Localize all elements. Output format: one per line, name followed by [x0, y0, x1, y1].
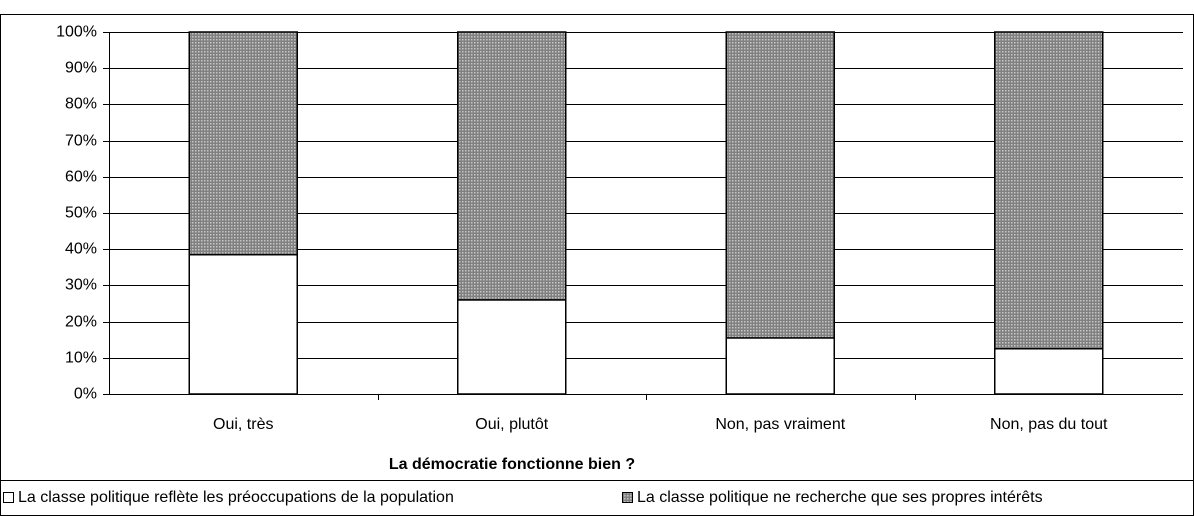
y-tick-label: 70%	[65, 133, 97, 150]
y-tick-label: 20%	[65, 314, 97, 331]
x-tick-label: Oui, très	[213, 416, 273, 433]
x-axis-title: La démocratie fonctionne bien ?	[389, 456, 635, 473]
bar-segment	[188, 31, 298, 256]
y-tick-label: 30%	[65, 277, 97, 294]
x-tick-label: Non, pas vraiment	[715, 416, 845, 433]
x-tick-label: Oui, plutôt	[475, 416, 548, 433]
bar-segment	[457, 31, 567, 301]
bar-segment	[457, 299, 567, 395]
y-tick-label: 80%	[65, 96, 97, 113]
y-tick-label: 10%	[65, 350, 97, 367]
bar-segment	[188, 253, 298, 395]
y-tick-label: 100%	[56, 24, 97, 41]
legend-label: La classe politique ne recherche que ses…	[637, 489, 1043, 506]
y-tick-label: 0%	[74, 386, 97, 403]
y-tick-label: 50%	[65, 205, 97, 222]
bar-segment	[725, 31, 835, 339]
y-tick-label: 90%	[65, 60, 97, 77]
bar-segment	[994, 31, 1104, 350]
y-tick-label: 60%	[65, 169, 97, 186]
legend-swatch	[3, 492, 14, 503]
legend-label: La classe politique reflète les préoccup…	[18, 489, 454, 506]
x-tick-label: Non, pas du tout	[990, 416, 1108, 433]
y-tick-label: 40%	[65, 241, 97, 258]
legend-swatch	[622, 492, 633, 503]
bar-segment	[994, 348, 1104, 395]
bar-segment	[725, 337, 835, 395]
